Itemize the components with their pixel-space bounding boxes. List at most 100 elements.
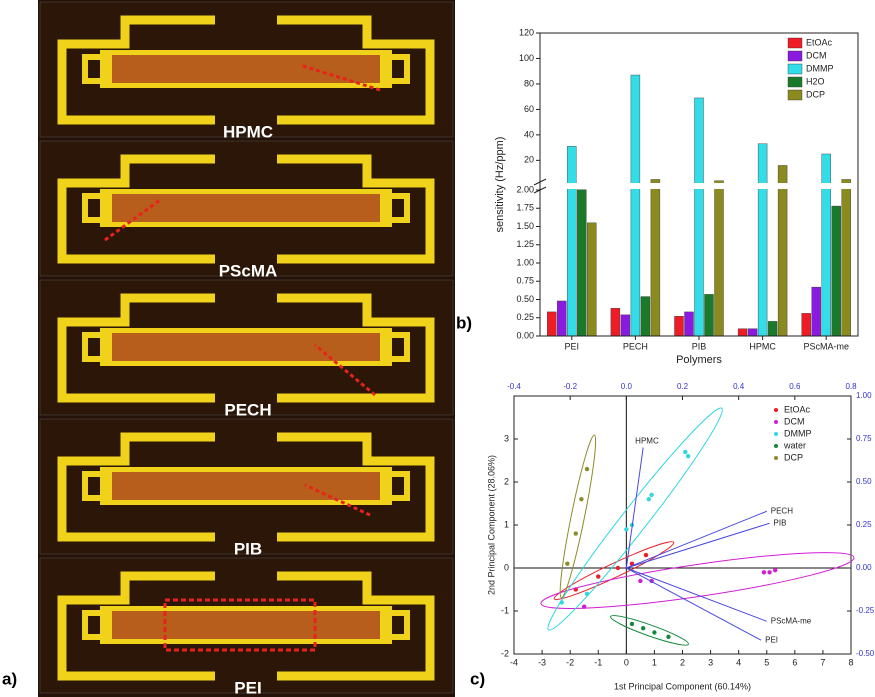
y-tick-label: 2.00	[516, 184, 534, 194]
legend-swatch	[788, 51, 802, 61]
bar	[547, 312, 556, 336]
y-tick-label: -0.25	[856, 606, 875, 615]
legend-marker	[774, 456, 778, 460]
x-axis-title: 1st Principal Component (60.14%)	[614, 681, 751, 691]
bar	[705, 294, 714, 336]
y-tick-label: 3	[504, 433, 509, 443]
bar	[715, 181, 724, 336]
x-tick-label: -0.2	[563, 382, 577, 391]
point	[644, 553, 648, 557]
x-tick-label: PECH	[623, 341, 648, 351]
legend-swatch	[788, 90, 802, 100]
micrograph-label: PEI	[234, 678, 261, 697]
sensor-film	[112, 611, 380, 639]
point	[596, 574, 600, 578]
point	[773, 568, 777, 572]
loading-vector	[626, 448, 643, 568]
y-tick-label: 0.75	[856, 434, 872, 443]
legend-label: EtOAc	[806, 37, 833, 47]
legend-label: DCM	[806, 50, 827, 60]
confidence-ellipse	[609, 611, 690, 649]
x-tick-label: -1	[594, 657, 602, 667]
y-tick-label: 40	[524, 129, 534, 139]
bar	[587, 223, 596, 336]
y-tick-label: 0.25	[516, 312, 534, 322]
bar	[748, 329, 757, 336]
bar	[611, 308, 620, 336]
y-tick-label: -0.50	[856, 649, 875, 658]
y-tick-label: 1.75	[516, 203, 534, 213]
bar	[778, 165, 787, 336]
bar	[621, 315, 630, 336]
x-tick-label: 5	[764, 657, 769, 667]
legend-marker	[774, 420, 778, 424]
legend-label: DCP	[806, 89, 825, 99]
bar	[738, 329, 747, 336]
bar	[758, 144, 767, 336]
y-tick-label: -2	[501, 648, 509, 658]
point	[652, 630, 656, 634]
sensor-film	[112, 333, 380, 361]
bar	[557, 301, 566, 336]
loading-vector	[626, 523, 769, 568]
legend-swatch	[788, 38, 802, 48]
point	[762, 570, 766, 574]
y-tick-label: 0.50	[516, 294, 534, 304]
figure: a) b) c) HPMCPScMAPECHPIBPEI0.000.250.50…	[0, 0, 875, 697]
legend-label: H2O	[806, 76, 825, 86]
y-tick-label: -1	[501, 605, 509, 615]
x-tick-label: 0.6	[789, 382, 801, 391]
x-tick-label: PIB	[692, 341, 707, 351]
bar	[802, 313, 811, 336]
bar	[567, 146, 576, 336]
x-tick-label: 0.8	[845, 382, 857, 391]
point	[638, 579, 642, 583]
y-tick-label: 1.00	[516, 257, 534, 267]
y-tick-label: 0.25	[856, 520, 872, 529]
y-tick-label: 1	[504, 519, 509, 529]
point	[647, 497, 651, 501]
micrograph-label: PIB	[234, 539, 262, 558]
bar	[768, 321, 777, 336]
micrograph-label: PScMA	[219, 261, 278, 280]
legend-label: DCM	[784, 416, 805, 426]
y-tick-label: 0.50	[856, 477, 872, 486]
y-tick-label: 80	[524, 78, 534, 88]
bar	[832, 206, 841, 336]
point	[560, 600, 564, 604]
y-tick-label: 0.00	[516, 330, 534, 340]
x-tick-label: 3	[708, 657, 713, 667]
loading-label: PECH	[771, 506, 793, 515]
loading-vector	[626, 568, 766, 621]
panel-label: a)	[2, 669, 17, 688]
x-tick-label: -0.4	[507, 382, 521, 391]
legend-label: DMMP	[784, 428, 812, 438]
point	[585, 592, 589, 596]
point	[565, 562, 569, 566]
loading-label: PScMA-me	[771, 616, 812, 625]
point	[616, 566, 620, 570]
y-tick-label: 100	[519, 53, 534, 63]
y-tick-label: 1.25	[516, 239, 534, 249]
loading-vector	[626, 568, 761, 640]
x-tick-label: 0.4	[733, 382, 745, 391]
point	[767, 570, 771, 574]
point	[585, 467, 589, 471]
confidence-ellipse	[539, 542, 857, 620]
point	[630, 622, 634, 626]
axis-break	[536, 183, 862, 189]
loading-label: PIB	[774, 518, 787, 527]
x-tick-label: 4	[736, 657, 741, 667]
x-tick-label: -3	[538, 657, 546, 667]
legend-marker	[774, 444, 778, 448]
y-tick-label: 0	[504, 562, 509, 572]
loading-vector	[626, 511, 766, 568]
y-tick-label: 0.75	[516, 276, 534, 286]
legend-label: DCP	[784, 452, 803, 462]
point	[686, 454, 690, 458]
legend-marker	[774, 432, 778, 436]
point	[582, 605, 586, 609]
loading-label: PEI	[765, 635, 778, 644]
point	[579, 497, 583, 501]
legend-marker	[774, 408, 778, 412]
